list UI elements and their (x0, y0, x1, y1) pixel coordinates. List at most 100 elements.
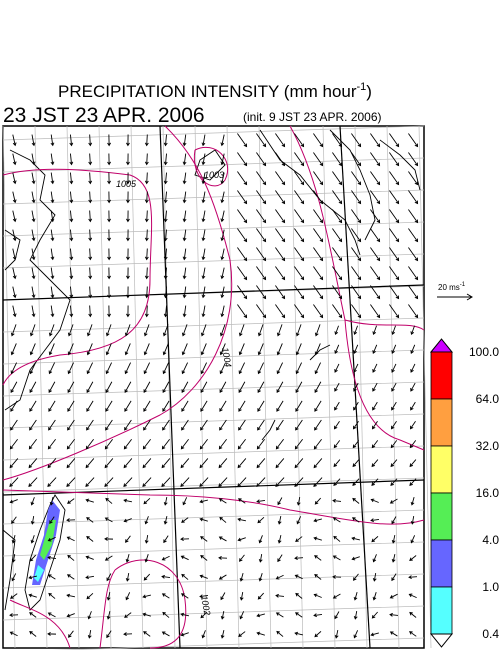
wind-arrow (372, 325, 377, 336)
wind-arrow (220, 248, 225, 261)
wind-arrow (239, 554, 245, 562)
wind-arrow (276, 381, 284, 394)
wind-arrow (144, 286, 149, 299)
wind-arrow (182, 267, 187, 280)
wind-arrow (50, 229, 55, 242)
wind-arrow (68, 630, 74, 638)
wind-arrow (50, 286, 55, 299)
wind-arrow (88, 134, 93, 147)
wind-arrow (66, 613, 75, 618)
wind-arrow (295, 362, 303, 375)
wind-arrow (125, 535, 131, 543)
wind-arrow (107, 248, 112, 261)
wind-arrow (372, 592, 377, 601)
wind-arrow (67, 419, 75, 431)
wind-arrow (182, 210, 187, 223)
wind-arrow (294, 190, 305, 205)
wind-arrow (408, 304, 419, 319)
wind-arrow (12, 172, 17, 185)
wind-arrow (200, 536, 208, 542)
wind-arrow (201, 134, 206, 147)
wind-arrow (370, 285, 381, 300)
wind-arrow (275, 171, 286, 186)
wind-arrow (66, 574, 75, 580)
wind-arrow (162, 419, 170, 431)
wind-arrow (239, 573, 244, 582)
wind-arrow (275, 304, 286, 319)
wind-arrow (50, 267, 55, 280)
wind-arrow (219, 324, 226, 337)
wind-arrow (182, 134, 187, 147)
wind-arrow (163, 267, 168, 280)
wind-arrow (352, 440, 360, 449)
wind-arrow (410, 363, 416, 373)
wind-arrow (182, 191, 187, 204)
graticule-line (386, 125, 400, 649)
wind-arrow (314, 400, 322, 412)
graticule-line (2, 221, 425, 237)
wind-arrow (105, 419, 113, 431)
wind-arrow (163, 191, 168, 204)
wind-arrow (276, 324, 283, 337)
wind-arrow (48, 343, 55, 356)
wind-arrow (389, 498, 398, 504)
wind-arrow (275, 593, 285, 598)
wind-arrow (181, 400, 189, 412)
wind-arrow (105, 400, 113, 412)
wind-arrow (220, 172, 225, 185)
wind-arrow (47, 612, 56, 618)
wind-arrow (238, 381, 246, 394)
wind-arrow (294, 556, 304, 561)
wind-arrow (275, 285, 286, 300)
wind-arrow (334, 401, 340, 411)
wind-arrow (10, 343, 17, 356)
wind-arrow (218, 458, 228, 469)
wind-arrow (69, 286, 74, 299)
wind-arrow (29, 419, 37, 431)
wind-arrow (256, 499, 266, 504)
wind-arrow (333, 478, 341, 486)
wind-arrow (66, 438, 75, 450)
colorbar-bin (430, 586, 453, 635)
wind-arrow (352, 421, 359, 430)
wind-arrow (256, 285, 267, 300)
wind-arrow (353, 363, 359, 373)
wind-arrow (237, 190, 248, 205)
colorbar-label: 0.4 (482, 627, 499, 641)
wind-arrow (218, 574, 227, 580)
wind-arrow (162, 343, 169, 356)
wind-arrow (181, 343, 188, 356)
wind-arrow (142, 594, 151, 599)
wind-arrow (409, 611, 417, 618)
wind-arrow (389, 612, 399, 617)
wind-arrow (389, 133, 400, 148)
wind-arrow (220, 630, 225, 639)
wind-arrow (47, 477, 57, 488)
wind-arrow (199, 458, 209, 469)
wind-arrow (257, 419, 265, 431)
wind-arrow (256, 133, 267, 148)
wind-arrow (276, 630, 284, 637)
wind-arrow (313, 209, 324, 224)
wind-arrow (201, 630, 206, 639)
wind-arrow (257, 381, 265, 394)
wind-arrow (371, 611, 378, 619)
wind-arrow (9, 613, 19, 617)
wind-arrow (408, 133, 419, 148)
wind-arrow (126, 267, 130, 280)
wind-arrow (334, 611, 340, 620)
isobars (2, 125, 425, 649)
wind-arrow (104, 458, 114, 469)
wind-arrow (408, 266, 419, 281)
wind-arrow (85, 438, 94, 450)
wind-arrow (219, 343, 226, 356)
wind-arrow (181, 381, 189, 394)
wind-arrow (372, 382, 378, 392)
wind-arrow (389, 152, 400, 167)
wind-arrow (391, 554, 396, 563)
wind-arrow (67, 324, 74, 337)
wind-arrow (200, 419, 208, 431)
wind-arrow (391, 344, 397, 354)
wind-arrow (220, 210, 225, 223)
wind-arrow (333, 459, 341, 468)
